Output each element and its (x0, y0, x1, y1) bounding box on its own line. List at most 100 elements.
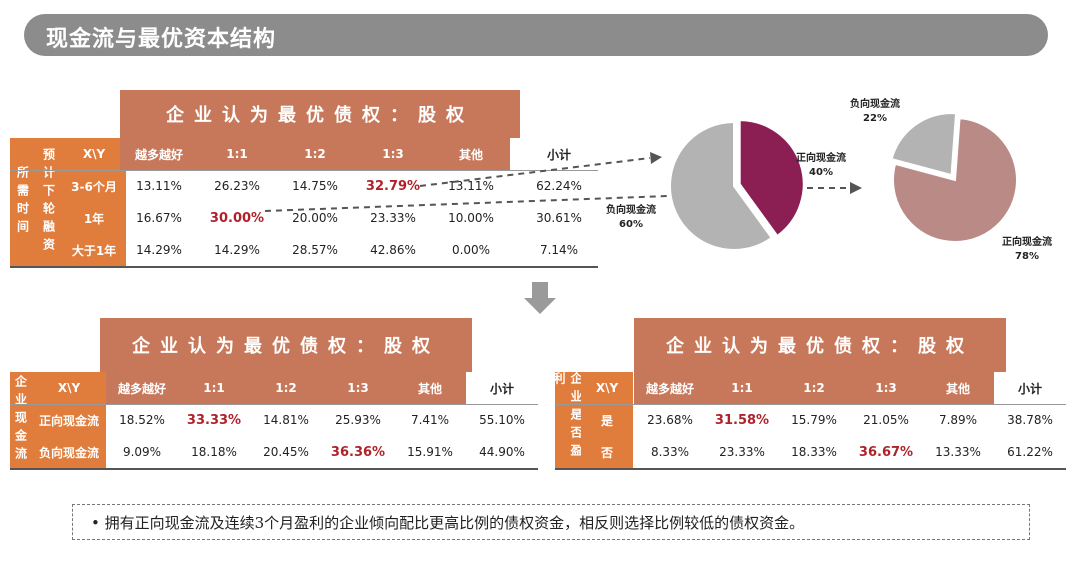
row-label: 大于1年 (62, 234, 126, 266)
table-cell: 25.93% (335, 413, 381, 427)
table-cell: 23.68% (647, 413, 693, 427)
column-header: 小计 (1017, 381, 1042, 396)
table-cell: 14.29% (214, 243, 260, 257)
pie2-pos-label: 正向现金流 78% (1002, 237, 1052, 262)
table-cell: 14.29% (136, 243, 182, 257)
row-label: 正向现金流 (32, 404, 106, 436)
table-cell: 15.79% (791, 413, 837, 427)
side-label: 所需时间 (10, 138, 36, 266)
bottom-rule (555, 468, 1066, 470)
table-cell: 10.00% (448, 211, 494, 225)
table-cell: 20.00% (292, 211, 338, 225)
table-cell: 23.33% (719, 445, 765, 459)
table-cell: 13.11% (136, 179, 182, 193)
column-header: 1:3 (322, 372, 394, 404)
table-cell: 20.45% (263, 445, 309, 459)
arrow-head-1 (650, 152, 662, 164)
table-cell: 18.18% (191, 445, 237, 459)
table-cell: 33.33% (186, 412, 242, 428)
bottom-rule (10, 266, 598, 268)
table-cell: 61.22% (1007, 445, 1053, 459)
table-cell: 16.67% (136, 211, 182, 225)
table-cell: 21.05% (863, 413, 909, 427)
side-label-2: 预计下轮融资 (36, 138, 62, 266)
table-cell: 26.23% (214, 179, 260, 193)
table-cell: 13.11% (448, 179, 494, 193)
table-cell: 62.24% (536, 179, 582, 193)
row-label: 1年 (62, 202, 126, 234)
header-rule (10, 404, 538, 405)
table-cell: 13.33% (935, 445, 981, 459)
column-header: 1:1 (706, 372, 778, 404)
column-header: 1:3 (354, 138, 432, 170)
header-band: 企业认为最优债权：股权 (634, 318, 1006, 372)
table-cell: 38.78% (1007, 413, 1053, 427)
page-title: 现金流与最优资本结构 (46, 26, 277, 52)
pie1-slice-1 (738, 119, 805, 238)
table-cell: 55.10% (479, 413, 525, 427)
table-cell: 30.61% (536, 211, 582, 225)
column-header: 越多越好 (634, 372, 706, 404)
column-header: 1:2 (276, 138, 354, 170)
column-header: 1:1 (178, 372, 250, 404)
down-arrow-icon (524, 282, 556, 314)
table-cell: 7.14% (539, 243, 579, 257)
table-cell: 15.91% (407, 445, 453, 459)
column-header: 其他 (432, 138, 510, 170)
pie1-slice-2 (669, 120, 774, 251)
table-cell: 8.33% (650, 445, 690, 459)
table-cell: 28.57% (292, 243, 338, 257)
column-header: 1:2 (778, 372, 850, 404)
row-label: 3-6个月 (62, 170, 126, 202)
side-label: 企业是否盈利 (552, 372, 583, 468)
column-header: 越多越好 (120, 138, 198, 170)
corner-cell: X\Y (62, 138, 126, 170)
pie1-neg-label: 负向现金流 60% (606, 205, 656, 230)
table-cell: 14.81% (263, 413, 309, 427)
pie2-slice-1 (890, 112, 958, 177)
table-cell: 18.52% (119, 413, 165, 427)
pie1-pos-label: 正向现金流 40% (796, 153, 846, 178)
table-cell: 36.67% (858, 444, 914, 460)
table-cell: 7.41% (410, 413, 450, 427)
column-header: 1:3 (850, 372, 922, 404)
table-cell: 23.33% (370, 211, 416, 225)
table-cell: 7.89% (938, 413, 978, 427)
header-rule (10, 170, 598, 171)
pie2-neg-label: 负向现金流 22% (850, 99, 900, 124)
column-header: 1:2 (250, 372, 322, 404)
title-bar: 现金流与最优资本结构 (24, 14, 1048, 56)
column-header: 越多越好 (106, 372, 178, 404)
summary-note: • 拥有正向现金流及连续3个月盈利的企业倾向配比更高比例的债权资金，相反则选择比… (72, 504, 1030, 540)
row-label: 否 (581, 436, 633, 468)
connector-line-2 (264, 195, 669, 212)
row-label: 是 (581, 404, 633, 436)
column-header: 1:1 (198, 138, 276, 170)
column-header: 其他 (922, 372, 994, 404)
header-band: 企业认为最优债权：股权 (120, 90, 520, 138)
bottom-rule (10, 468, 538, 470)
table-cell: 18.33% (791, 445, 837, 459)
table-cell: 42.86% (370, 243, 416, 257)
arrow-head-2 (850, 182, 862, 194)
pie2-slice-2 (892, 117, 1018, 243)
table-cell: 14.75% (292, 179, 338, 193)
header-band: 企业认为最优债权：股权 (100, 318, 472, 372)
table-cell: 30.00% (209, 210, 265, 226)
table-cell: 31.58% (714, 412, 770, 428)
corner-cell: X\Y (32, 372, 106, 404)
row-label: 负向现金流 (32, 436, 106, 468)
table-cell: 44.90% (479, 445, 525, 459)
column-header: 小计 (546, 147, 571, 162)
table-cell: 9.09% (122, 445, 162, 459)
column-header: 其他 (394, 372, 466, 404)
table-cell: 0.00% (451, 243, 491, 257)
connector-line-1 (419, 157, 651, 187)
corner-cell: X\Y (581, 372, 633, 404)
header-rule (555, 404, 1066, 405)
side-label: 企业现金流 (10, 372, 32, 468)
column-header: 小计 (489, 381, 514, 396)
table-cell: 36.36% (330, 444, 386, 460)
